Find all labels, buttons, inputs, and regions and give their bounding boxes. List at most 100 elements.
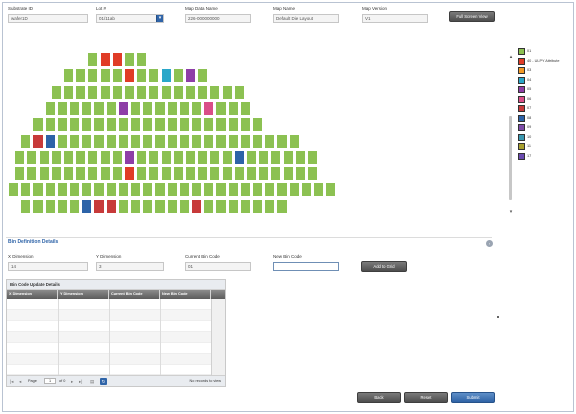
die-cell[interactable] bbox=[221, 84, 233, 100]
die-cell[interactable] bbox=[313, 182, 325, 198]
die-cell[interactable] bbox=[172, 68, 184, 84]
die-cell[interactable] bbox=[62, 149, 75, 165]
die-cell[interactable] bbox=[105, 117, 117, 133]
column-header-y[interactable]: Y Dimension bbox=[58, 290, 109, 299]
die-cell[interactable] bbox=[14, 149, 26, 165]
die-cell[interactable] bbox=[87, 68, 99, 84]
die-cell[interactable] bbox=[160, 166, 172, 182]
die-cell[interactable] bbox=[184, 68, 197, 84]
die-cell[interactable] bbox=[44, 133, 56, 149]
die-cell[interactable] bbox=[56, 182, 68, 198]
die-cell[interactable] bbox=[87, 149, 99, 165]
die-cell[interactable] bbox=[203, 100, 215, 116]
submit-button[interactable]: Submit bbox=[451, 392, 495, 403]
die-cell[interactable] bbox=[239, 100, 251, 116]
die-cell[interactable] bbox=[105, 198, 117, 214]
die-cell[interactable] bbox=[282, 149, 294, 165]
substrate-id-field[interactable]: wafer1D bbox=[8, 14, 88, 23]
chevron-down-icon[interactable]: ▾ bbox=[156, 15, 163, 22]
die-cell[interactable] bbox=[130, 198, 142, 214]
die-cell[interactable] bbox=[264, 198, 276, 214]
die-cell[interactable] bbox=[50, 149, 62, 165]
die-cell[interactable] bbox=[172, 84, 184, 100]
die-cell[interactable] bbox=[136, 68, 148, 84]
die-cell[interactable] bbox=[154, 117, 166, 133]
die-cell[interactable] bbox=[252, 117, 264, 133]
die-cell[interactable] bbox=[8, 182, 20, 198]
die-cell[interactable] bbox=[81, 100, 93, 116]
die-cell[interactable] bbox=[130, 182, 142, 198]
die-cell[interactable] bbox=[178, 198, 190, 214]
die-cell[interactable] bbox=[209, 84, 221, 100]
die-cell[interactable] bbox=[148, 166, 160, 182]
die-cell[interactable] bbox=[62, 166, 75, 182]
die-cell[interactable] bbox=[148, 84, 160, 100]
die-cell[interactable] bbox=[56, 117, 68, 133]
die-cell[interactable] bbox=[111, 149, 123, 165]
first-page-icon[interactable]: |◂ bbox=[10, 379, 14, 384]
die-cell[interactable] bbox=[276, 133, 288, 149]
lot-select[interactable]: 01/11ab ▾ bbox=[96, 14, 164, 23]
die-cell[interactable] bbox=[111, 166, 123, 182]
die-cell[interactable] bbox=[215, 100, 227, 116]
die-cell[interactable] bbox=[87, 166, 99, 182]
die-cell[interactable] bbox=[117, 117, 129, 133]
die-cell[interactable] bbox=[20, 182, 32, 198]
die-cell[interactable] bbox=[191, 100, 203, 116]
die-cell[interactable] bbox=[233, 84, 245, 100]
die-cell[interactable] bbox=[197, 84, 209, 100]
die-cell[interactable] bbox=[99, 166, 111, 182]
die-cell[interactable] bbox=[69, 182, 81, 198]
die-cell[interactable] bbox=[81, 182, 93, 198]
die-cell[interactable] bbox=[160, 149, 172, 165]
die-cell[interactable] bbox=[56, 100, 68, 116]
die-cell[interactable] bbox=[239, 198, 251, 214]
die-cell[interactable] bbox=[44, 182, 56, 198]
die-cell[interactable] bbox=[56, 198, 68, 214]
die-cell[interactable] bbox=[123, 52, 136, 68]
add-to-grid-button[interactable]: Add to Grid bbox=[361, 261, 407, 272]
column-header-new[interactable]: New Bin Code bbox=[160, 290, 211, 299]
die-cell[interactable] bbox=[306, 166, 319, 182]
map-name-field[interactable]: Default Die Layout bbox=[273, 14, 339, 23]
die-cell[interactable] bbox=[239, 133, 251, 149]
die-cell[interactable] bbox=[276, 182, 288, 198]
die-cell[interactable] bbox=[154, 100, 166, 116]
map-data-name-field[interactable]: 226-000000000 bbox=[185, 14, 251, 23]
die-cell[interactable] bbox=[191, 117, 203, 133]
current-bin-code-field[interactable]: 01 bbox=[185, 262, 251, 271]
die-cell[interactable] bbox=[142, 117, 154, 133]
die-cell[interactable] bbox=[294, 166, 306, 182]
column-header-current[interactable]: Current Bin Code bbox=[109, 290, 160, 299]
die-cell[interactable] bbox=[136, 52, 148, 68]
map-version-field[interactable]: V1 bbox=[362, 14, 428, 23]
die-cell[interactable] bbox=[75, 84, 87, 100]
die-cell[interactable] bbox=[99, 68, 111, 84]
die-cell[interactable] bbox=[62, 84, 75, 100]
die-cell[interactable] bbox=[184, 166, 197, 182]
die-cell[interactable] bbox=[111, 84, 123, 100]
die-cell[interactable] bbox=[62, 68, 75, 84]
scroll-down-icon[interactable]: ▾ bbox=[509, 209, 513, 215]
die-cell[interactable] bbox=[209, 149, 221, 165]
die-cell[interactable] bbox=[117, 182, 129, 198]
scroll-thumb[interactable] bbox=[509, 116, 512, 200]
die-cell[interactable] bbox=[258, 166, 270, 182]
die-cell[interactable] bbox=[123, 149, 136, 165]
die-cell[interactable] bbox=[239, 117, 251, 133]
die-cell[interactable] bbox=[99, 52, 111, 68]
die-cell[interactable] bbox=[14, 166, 26, 182]
die-cell[interactable] bbox=[197, 68, 209, 84]
die-cell[interactable] bbox=[227, 133, 239, 149]
die-cell[interactable] bbox=[87, 84, 99, 100]
die-cell[interactable] bbox=[117, 133, 129, 149]
die-cell[interactable] bbox=[270, 166, 282, 182]
die-cell[interactable] bbox=[117, 100, 129, 116]
die-cell[interactable] bbox=[270, 149, 282, 165]
refresh-icon[interactable]: ↻ bbox=[100, 378, 107, 385]
die-cell[interactable] bbox=[117, 198, 129, 214]
die-cell[interactable] bbox=[191, 198, 203, 214]
die-cell[interactable] bbox=[203, 182, 215, 198]
die-cell[interactable] bbox=[172, 166, 184, 182]
die-cell[interactable] bbox=[148, 68, 160, 84]
